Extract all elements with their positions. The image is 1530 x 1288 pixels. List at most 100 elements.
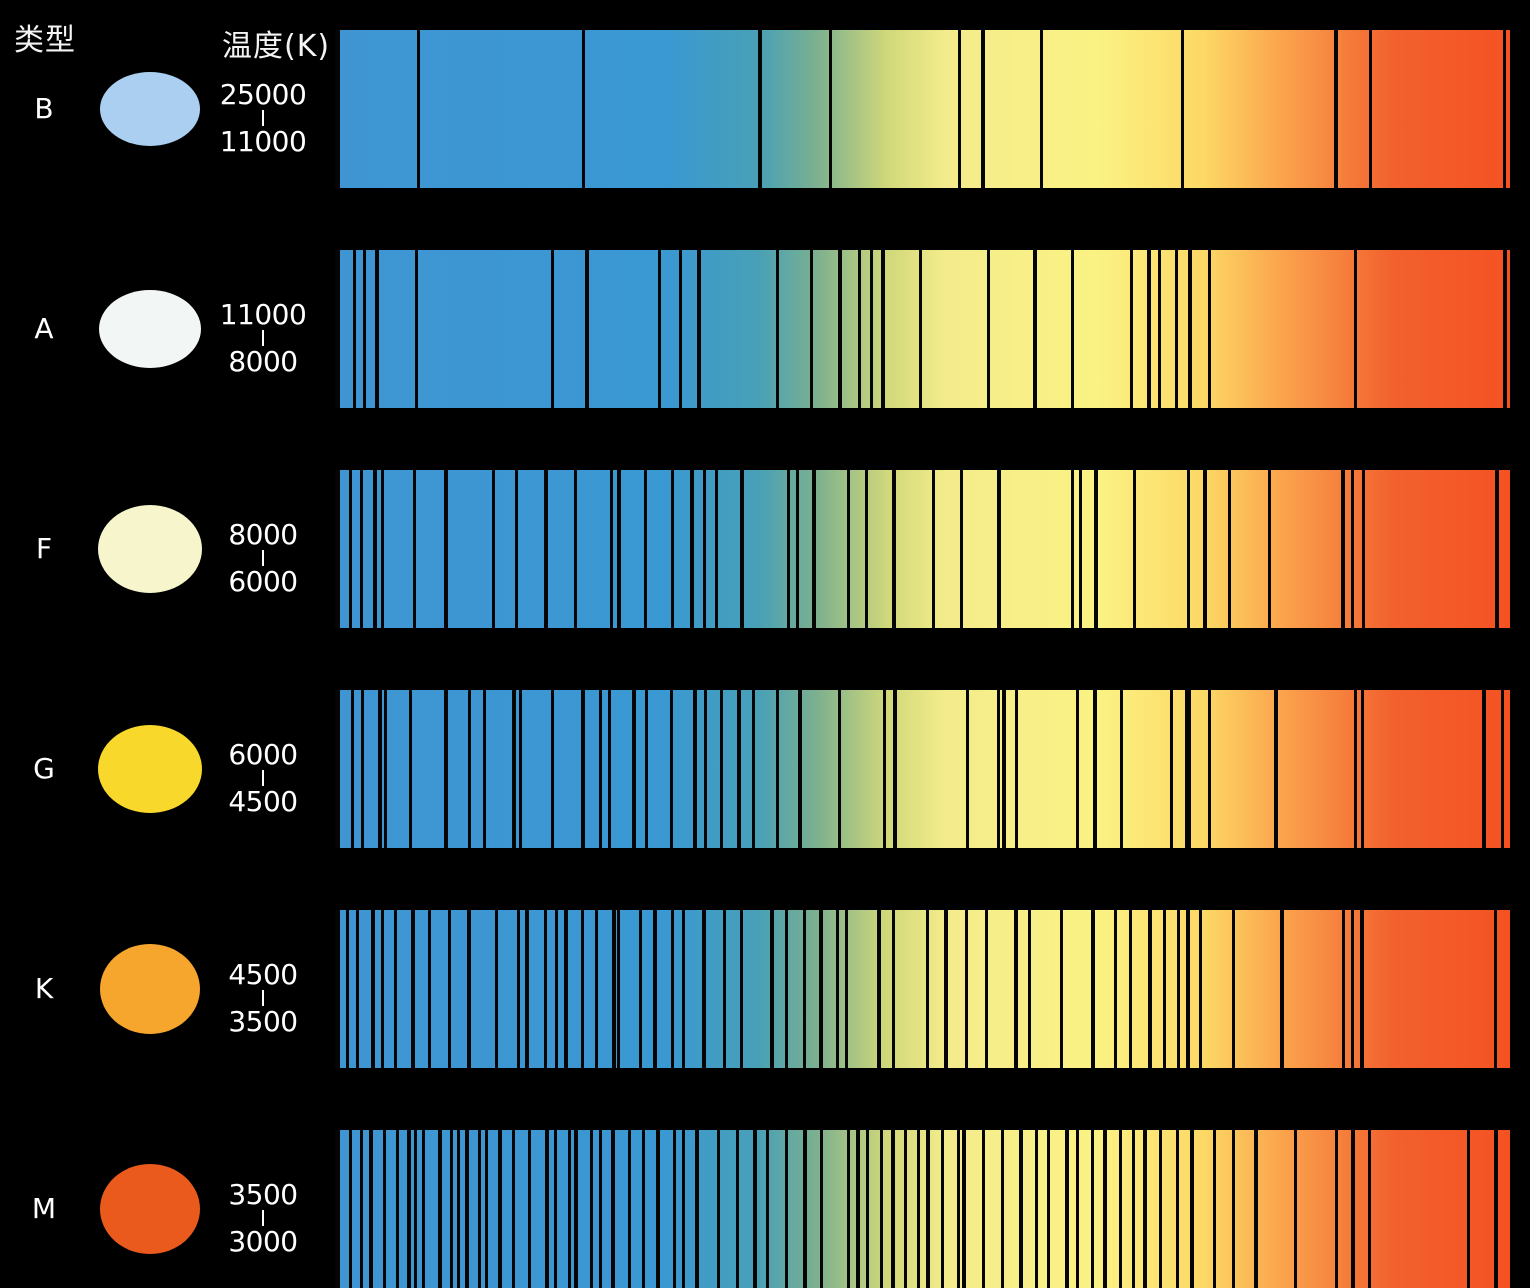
absorption-line — [679, 250, 683, 408]
absorption-line — [981, 30, 986, 188]
absorption-line — [417, 30, 421, 188]
absorption-line — [1351, 910, 1355, 1068]
temperature-low: 4500 — [228, 785, 298, 818]
temperature-range-separator — [262, 550, 264, 566]
absorption-line — [545, 1130, 550, 1288]
absorption-line — [380, 470, 384, 628]
temperature-range: 8000 6000 — [208, 519, 318, 597]
absorption-line — [1170, 690, 1174, 848]
absorption-line — [349, 470, 353, 628]
absorption-line — [1273, 690, 1278, 848]
absorption-line — [1188, 690, 1192, 848]
absorption-line — [1001, 1130, 1005, 1288]
absorption-line — [580, 910, 584, 1068]
absorption-line — [512, 690, 517, 848]
absorption-line — [835, 910, 839, 1068]
absorption-line — [384, 690, 388, 848]
absorption-line — [671, 470, 675, 628]
absorption-line — [703, 690, 707, 848]
absorption-line — [599, 1130, 603, 1288]
absorption-line — [926, 1130, 931, 1288]
absorption-line — [1092, 690, 1097, 848]
absorption-line — [627, 1130, 631, 1288]
absorption-line — [1064, 1130, 1069, 1288]
absorption-line — [1129, 910, 1133, 1068]
absorption-line — [573, 1130, 578, 1288]
absorption-line — [693, 690, 698, 848]
absorption-line — [918, 250, 922, 408]
absorption-line — [1198, 910, 1202, 1068]
absorption-line — [1186, 470, 1190, 628]
absorption-line — [1493, 910, 1497, 1068]
absorption-line — [519, 690, 523, 848]
absorption-line — [766, 1130, 770, 1288]
absorption-line — [671, 910, 675, 1068]
absorption-line — [926, 910, 930, 1068]
absorption-line — [581, 30, 585, 188]
absorption-line — [444, 470, 449, 628]
absorption-line — [580, 690, 585, 848]
spectrum-band — [335, 250, 1510, 408]
absorption-line — [984, 910, 988, 1068]
absorption-line — [1190, 1130, 1195, 1288]
absorption-line — [701, 910, 706, 1068]
absorption-line — [371, 910, 376, 1068]
spectrum-band — [335, 30, 1510, 188]
absorption-line — [673, 1130, 677, 1288]
absorption-line — [881, 250, 886, 408]
absorption-line — [335, 690, 340, 848]
absorption-line — [864, 470, 868, 628]
absorption-line — [421, 1130, 425, 1288]
absorption-line — [396, 1130, 400, 1288]
absorption-line — [1502, 250, 1507, 408]
absorption-line — [812, 470, 817, 628]
absorption-line — [438, 1130, 443, 1288]
absorption-line — [1018, 1130, 1023, 1288]
absorption-line — [844, 910, 848, 1068]
absorption-line — [483, 690, 487, 848]
absorption-line — [335, 30, 340, 188]
absorption-line — [957, 30, 961, 188]
absorption-line — [740, 910, 744, 1068]
absorption-line — [1118, 1130, 1122, 1288]
absorption-line — [916, 1130, 920, 1288]
absorption-line — [374, 250, 379, 408]
absorption-line — [753, 1130, 758, 1288]
absorption-line — [1208, 690, 1212, 848]
absorption-line — [1175, 250, 1179, 408]
absorption-line — [1493, 1130, 1498, 1288]
absorption-line — [740, 470, 745, 628]
absorption-line — [349, 1130, 353, 1288]
absorption-line — [696, 250, 701, 408]
absorption-line — [1361, 470, 1365, 628]
absorption-line — [478, 1130, 482, 1288]
absorption-line — [866, 1130, 870, 1288]
temperature-high: 8000 — [228, 518, 298, 551]
absorption-line — [785, 910, 789, 1068]
absorption-line — [702, 470, 706, 628]
absorption-line — [837, 250, 842, 408]
absorption-line — [1032, 250, 1037, 408]
absorption-line — [585, 250, 590, 408]
absorption-line — [996, 690, 1000, 848]
temperature-high: 3500 — [228, 1178, 298, 1211]
star-color-disc — [99, 290, 201, 368]
absorption-line — [752, 690, 756, 848]
star-color-disc — [98, 505, 202, 593]
absorption-line — [669, 690, 673, 848]
absorption-line — [447, 910, 451, 1068]
absorption-line — [1500, 690, 1504, 848]
absorption-line — [857, 250, 861, 408]
absorption-line — [466, 910, 471, 1068]
temperature-low: 3500 — [228, 1005, 298, 1038]
absorption-line — [1076, 690, 1080, 848]
absorption-line — [1177, 910, 1181, 1068]
absorption-line — [795, 470, 799, 628]
absorption-line — [1078, 470, 1082, 628]
absorption-line — [802, 1130, 807, 1288]
absorption-line — [544, 470, 549, 628]
absorption-line — [855, 1130, 860, 1288]
type-column-header: 类型 — [14, 23, 76, 58]
absorption-line — [351, 690, 355, 848]
absorption-line — [356, 910, 360, 1068]
